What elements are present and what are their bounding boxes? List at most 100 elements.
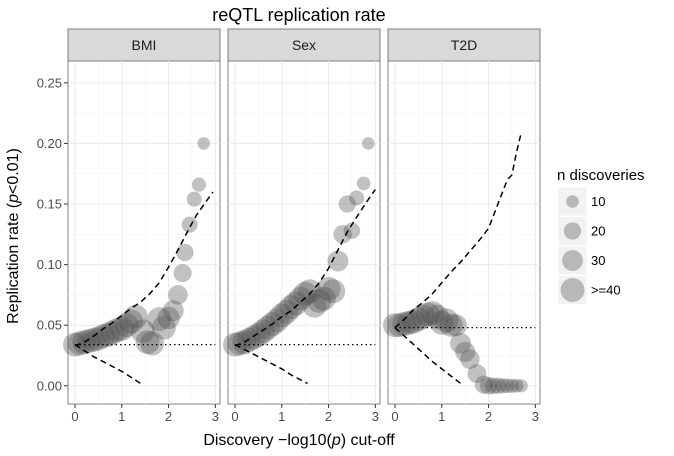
data-points: [63, 137, 210, 357]
data-point: [302, 293, 327, 318]
lower-dashed-line: [74, 343, 141, 385]
data-point: [484, 377, 502, 395]
legend-label: 20: [591, 224, 605, 239]
data-point: [460, 349, 480, 369]
facet-panel-bmi: BMI 0 1 2 3: [63, 28, 221, 424]
data-point: [338, 195, 356, 213]
data-point: [162, 300, 184, 322]
data-point: [140, 331, 165, 356]
y-axis: 0.00 0.05 0.10 0.15 0.20 0.25: [37, 75, 68, 393]
data-point: [444, 314, 467, 337]
panel-background: [227, 60, 381, 405]
data-point: [130, 319, 155, 344]
legend-entry: >=40: [557, 275, 621, 305]
data-point: [455, 341, 476, 363]
data-point: [327, 250, 349, 272]
y-tick-label: 0.20: [37, 136, 62, 151]
x-tick-label: 1: [438, 409, 445, 424]
facet-strip: [387, 28, 541, 62]
legend-symbol: [562, 250, 583, 271]
y-axis-title: Replication rate (p<0.01): [5, 148, 22, 324]
lower-dashed-line: [394, 327, 461, 384]
data-point: [467, 364, 487, 384]
data-point: [343, 222, 361, 239]
x-tick-label: 2: [325, 409, 332, 424]
data-point: [434, 308, 459, 333]
data-point: [123, 304, 148, 329]
legend-key: [557, 186, 588, 217]
x-tick-label: 0: [391, 409, 398, 424]
chart-title: reQTL replication rate: [212, 5, 385, 25]
data-point: [311, 286, 336, 311]
data-point: [86, 326, 111, 351]
legend-entry: 20: [557, 216, 605, 246]
data-point: [439, 313, 463, 337]
data-point: [387, 313, 412, 338]
x-tick-label: 3: [532, 409, 539, 424]
x-tick-label: 2: [485, 409, 492, 424]
data-point: [265, 308, 290, 333]
facet-strip-label: Sex: [292, 37, 316, 53]
data-point: [147, 307, 172, 332]
x-tick-label: 0: [231, 409, 238, 424]
facet-strip-label: T2D: [451, 37, 477, 53]
legend-symbol: [563, 222, 582, 240]
data-point: [95, 322, 120, 347]
legend-entry: 10: [557, 186, 605, 217]
data-point: [91, 324, 116, 349]
x-axis-title: Discovery −log10(p) cut-off: [203, 432, 395, 449]
facet-panel-t2d: T2D 0 1 2 3: [383, 28, 541, 424]
data-point: [283, 291, 308, 316]
facet-panel-sex: Sex 0 1 2 3: [223, 28, 381, 424]
data-point: [420, 301, 445, 326]
data-point: [114, 313, 139, 338]
data-point: [504, 378, 520, 393]
lower-dashed-line: [234, 343, 308, 385]
data-point: [279, 295, 304, 320]
legend-title: n discoveries: [557, 167, 645, 184]
data-point: [100, 320, 125, 345]
data-point: [307, 288, 332, 313]
data-point: [119, 309, 144, 334]
data-point: [321, 279, 346, 304]
facet-strip: [67, 28, 221, 62]
upper-dashed-line: [234, 189, 376, 347]
legend-key: [557, 245, 588, 276]
panel-background: [67, 60, 221, 405]
data-point: [288, 286, 313, 311]
legend-label: 10: [591, 194, 605, 209]
data-point: [401, 309, 426, 334]
legend-key: [557, 216, 588, 246]
data-point: [509, 378, 524, 393]
data-point: [269, 303, 294, 328]
facet-strip-label: BMI: [132, 37, 157, 53]
data-point: [415, 302, 440, 327]
legend-symbol: [566, 195, 579, 208]
data-point: [151, 315, 176, 340]
panel-background: [387, 60, 541, 405]
legend-label: >=40: [591, 283, 621, 298]
data-point: [181, 216, 198, 233]
data-point: [383, 313, 407, 338]
facet-strip: [227, 28, 381, 62]
data-point: [297, 279, 322, 304]
data-point: [474, 375, 493, 394]
data-point: [241, 325, 266, 350]
data-point: [176, 243, 194, 262]
data-points: [383, 301, 528, 395]
x-tick-label: 3: [212, 409, 219, 424]
data-point: [191, 177, 207, 192]
data-point: [349, 190, 365, 206]
x-tick-label: 2: [165, 409, 172, 424]
data-point: [425, 304, 450, 329]
data-point: [251, 319, 276, 344]
x-tick-label: 3: [372, 409, 379, 424]
data-point: [173, 264, 192, 283]
y-tick-label: 0.00: [37, 378, 62, 393]
data-point: [168, 285, 188, 305]
data-point: [406, 307, 431, 332]
data-point: [255, 315, 280, 340]
y-tick-label: 0.05: [37, 318, 62, 333]
legend-symbol: [560, 278, 585, 302]
